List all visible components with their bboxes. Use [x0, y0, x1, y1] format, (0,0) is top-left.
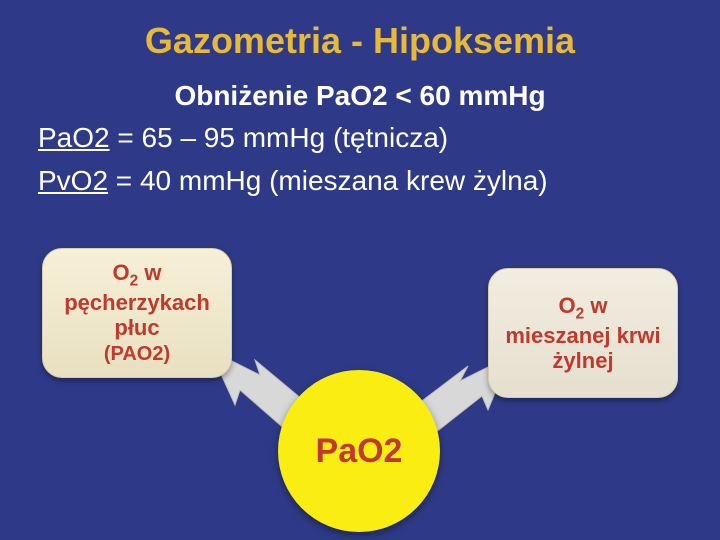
text-line-pao2: PaO2 = 65 – 95 mmHg (tętnicza): [38, 120, 720, 155]
pao2-rest: = 65 – 95 mmHg (tętnicza): [110, 122, 448, 153]
text-line-pvo2: PvO2 = 40 mmHg (mieszana krew żylna): [38, 163, 720, 198]
slide-title: Gazometria - Hipoksemia: [0, 0, 720, 62]
diagram-area: O2 w pęcherzykach płuc (PAO2) O2 w miesz…: [0, 230, 720, 540]
right-box-l1-post: w: [584, 293, 607, 318]
right-box-l1-sub: 2: [576, 305, 585, 322]
left-box-l1-sub: 2: [130, 272, 139, 289]
circle-label: PaO2: [316, 432, 403, 471]
pvo2-rest: = 40 mmHg (mieszana krew żylna): [108, 165, 548, 196]
right-box-l1-pre: O: [559, 293, 576, 318]
slide-subtitle: Obniżenie PaO2 < 60 mmHg: [0, 80, 720, 112]
box-alveolar-o2: O2 w pęcherzykach płuc (PAO2): [42, 248, 232, 378]
right-box-l2: mieszanej krwi żylnej: [505, 323, 660, 373]
left-box-l1-post: w: [138, 260, 161, 285]
pvo2-label: PvO2: [38, 165, 108, 196]
left-box-l1-pre: O: [113, 260, 130, 285]
left-box-l3: (PAO2): [104, 343, 170, 365]
box-venous-o2: O2 w mieszanej krwi żylnej: [488, 268, 678, 398]
left-box-l2: pęcherzykach płuc: [64, 290, 210, 340]
pao2-label: PaO2: [38, 122, 110, 153]
circle-pao2: PaO2: [278, 370, 440, 532]
